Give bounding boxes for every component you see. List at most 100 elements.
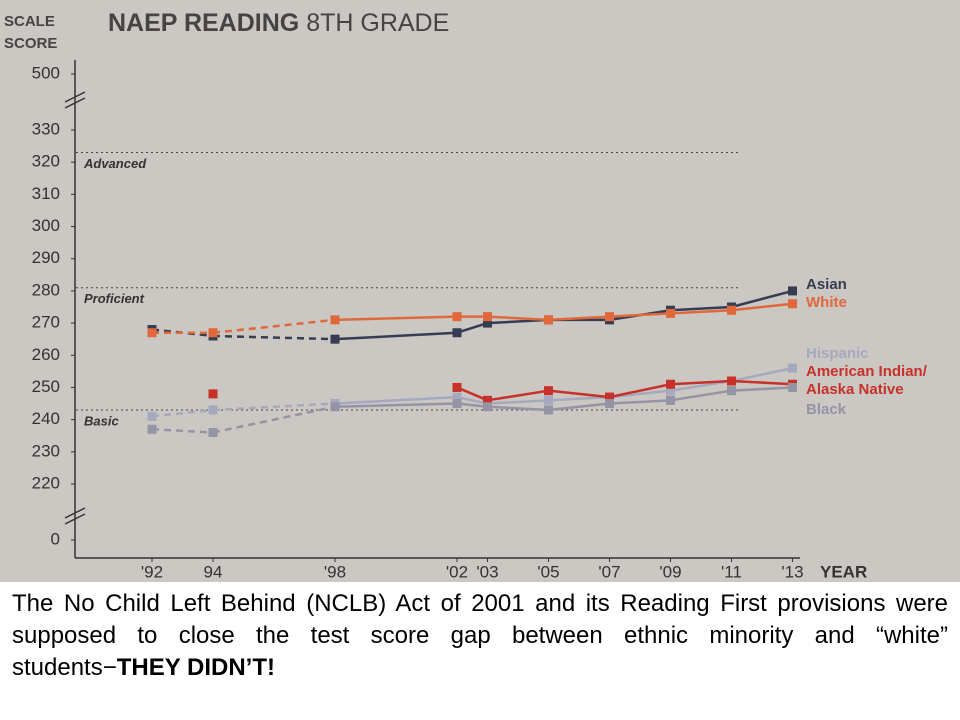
series-segment: [731, 302, 793, 312]
series-segment: [548, 315, 610, 322]
y-tick-label: 300: [32, 216, 60, 235]
data-point: [452, 382, 462, 392]
series-segment: [212, 318, 336, 334]
chart: SCALE SCORE NAEP READING 8TH GRADE YEAR …: [0, 0, 960, 582]
chart-title: 8TH GRADE: [306, 9, 449, 37]
legend-label: White: [806, 294, 847, 311]
y-tick-label: 500: [32, 63, 60, 82]
data-point: [452, 399, 462, 409]
series-segment: [151, 408, 214, 418]
y-tick-label: 0: [51, 529, 60, 548]
data-point: [788, 299, 797, 309]
x-tick-label: '07: [598, 562, 620, 581]
y-tick-label: 280: [32, 280, 60, 299]
data-point: [727, 305, 736, 315]
series-segment: [334, 331, 458, 341]
series-segment: [487, 389, 549, 402]
x-tick-label: '13: [781, 562, 803, 581]
data-point: [544, 405, 553, 415]
series-segment: [731, 366, 793, 383]
data-point: [147, 424, 157, 434]
data-point: [544, 315, 553, 325]
data-point: [788, 363, 797, 373]
x-tick-label: 94: [204, 562, 223, 581]
x-tick-label: '02: [446, 562, 468, 581]
data-point: [727, 386, 736, 396]
reference-label: Basic: [84, 413, 119, 428]
data-point: [330, 402, 340, 412]
legend-label-line: American Indian/: [806, 363, 928, 380]
legend-label: Black: [806, 401, 847, 418]
reference-label: Proficient: [84, 291, 145, 306]
series-segment: [212, 334, 336, 341]
series-segment: [548, 389, 610, 399]
series-segment: [456, 321, 488, 334]
y-axis-label: SCORE: [4, 35, 57, 52]
data-point: [330, 334, 340, 344]
data-point: [666, 308, 675, 318]
y-tick-label: 230: [32, 441, 60, 460]
x-tick-label: '92: [141, 562, 163, 581]
data-point: [666, 386, 675, 396]
series-segment: [670, 305, 732, 312]
caption: The No Child Left Behind (NCLB) Act of 2…: [12, 588, 948, 684]
series-segment: [487, 405, 549, 412]
series-segment: [670, 308, 732, 315]
data-point: [666, 395, 675, 405]
data-point: [483, 402, 492, 412]
y-tick-label: 250: [32, 377, 60, 396]
data-point: [605, 312, 614, 322]
series-segment: [609, 312, 671, 318]
data-point: [544, 386, 553, 396]
series-segment: [548, 402, 610, 412]
series-segment: [487, 399, 549, 405]
legend-label: Asian: [806, 276, 847, 293]
y-tick-label: 240: [32, 409, 60, 428]
data-point: [208, 428, 218, 438]
series-segment: [334, 395, 458, 405]
series-segment: [212, 405, 336, 434]
data-point: [208, 405, 218, 415]
legend-label: Hispanic: [806, 345, 869, 362]
series-segment: [487, 315, 549, 322]
caption-text: The No Child Left Behind (NCLB) Act of 2…: [12, 590, 948, 681]
axis-break: [64, 91, 86, 109]
y-tick-label: 320: [32, 152, 60, 171]
axis-break: [64, 507, 86, 525]
x-tick-label: '05: [537, 562, 559, 581]
data-point: [605, 392, 614, 402]
y-tick-label: 220: [32, 473, 60, 492]
chart-title: NAEP READING 8TH GRADE: [108, 9, 449, 37]
series-segment: [670, 379, 732, 386]
series-segment: [456, 402, 488, 409]
data-point: [788, 286, 797, 296]
series-segment: [456, 386, 488, 402]
series-segment: [731, 379, 793, 386]
x-tick-label: '98: [324, 562, 346, 581]
x-tick-label: '03: [476, 562, 498, 581]
data-point: [208, 389, 218, 399]
data-point: [452, 328, 462, 338]
data-point: [727, 376, 736, 386]
series-segment: [609, 399, 671, 405]
data-point: [330, 315, 340, 325]
y-tick-label: 260: [32, 345, 60, 364]
data-point: [605, 399, 614, 409]
series-segment: [670, 389, 732, 402]
legend-label: American Indian/Alaska Native: [806, 363, 928, 398]
series-segment: [731, 289, 793, 309]
y-tick-label: 310: [32, 184, 60, 203]
x-tick-label: '11: [721, 562, 742, 581]
data-point: [147, 328, 157, 338]
series-segment: [548, 395, 610, 402]
x-tick-label: '09: [659, 562, 681, 581]
y-tick-label: 270: [32, 313, 60, 332]
data-point: [483, 395, 492, 405]
data-point: [147, 411, 157, 421]
chart-title: NAEP READING: [108, 9, 299, 37]
background: [0, 0, 960, 582]
data-point: [452, 312, 462, 322]
series-segment: [731, 386, 793, 392]
data-point: [208, 328, 218, 338]
